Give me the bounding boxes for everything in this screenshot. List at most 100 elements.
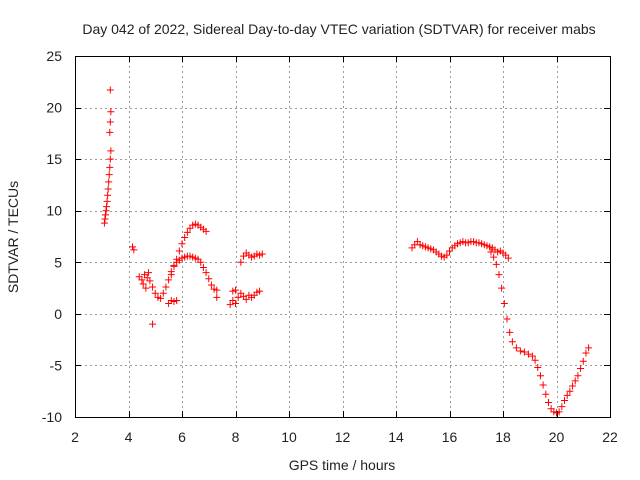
data-point (558, 403, 566, 411)
data-point (107, 147, 115, 155)
data-point (443, 251, 451, 259)
data-point (103, 197, 111, 205)
y-tick-label: 0 (54, 306, 62, 322)
data-point (256, 287, 264, 295)
x-tick-label: 14 (388, 429, 404, 445)
data-point (103, 203, 111, 211)
x-tick-label: 6 (178, 429, 186, 445)
data-point (104, 185, 112, 193)
data-point (138, 276, 146, 284)
data-point (162, 283, 170, 291)
data-point (237, 258, 245, 266)
data-point (129, 243, 137, 251)
data-point (503, 315, 511, 323)
data-point (536, 372, 544, 380)
y-tick-label: 20 (46, 100, 62, 116)
data-point (508, 338, 516, 346)
data-point (207, 281, 215, 289)
data-point (101, 215, 109, 223)
data-point (145, 269, 153, 277)
data-point (130, 246, 138, 254)
data-point (539, 381, 547, 389)
data-point (149, 320, 157, 328)
data-point (106, 128, 114, 136)
data-point (151, 289, 159, 297)
grid (75, 56, 610, 417)
data-point (157, 294, 165, 302)
data-point (561, 396, 569, 404)
data-point (495, 271, 503, 279)
data-point (105, 171, 113, 179)
data-point (504, 254, 512, 262)
data-point (159, 289, 167, 297)
x-tick-labels: 2 4 6 8 10 12 14 16 18 20 22 (71, 429, 618, 445)
x-axis-title: GPS time / hours (289, 457, 396, 473)
data-point (165, 276, 173, 284)
x-tick-label: 8 (232, 429, 240, 445)
x-tick-label: 2 (71, 429, 79, 445)
data-point (542, 390, 550, 398)
data-point (571, 377, 579, 385)
data-point (506, 328, 514, 336)
y-tick-label: -10 (42, 409, 62, 425)
y-tick-label: 10 (46, 203, 62, 219)
data-point (569, 382, 577, 390)
data-point (167, 271, 175, 279)
data-point (175, 247, 183, 255)
data-point (585, 344, 593, 352)
data-point (563, 391, 571, 399)
data-point (199, 263, 207, 271)
data-point (101, 211, 109, 219)
y-tick-label: 15 (46, 151, 62, 167)
data-point (574, 372, 582, 380)
data-point (178, 240, 186, 248)
data-point (500, 300, 508, 308)
data-point (492, 260, 500, 268)
data-point (173, 255, 181, 263)
data-point (106, 163, 114, 171)
data-point (582, 349, 590, 357)
x-tick-label: 20 (549, 429, 565, 445)
y-axis-title: SDTVAR / TECUs (5, 181, 21, 293)
data-point (512, 344, 520, 352)
data-point (181, 234, 189, 242)
x-tick-label: 22 (602, 429, 618, 445)
x-tick-label: 12 (335, 429, 351, 445)
data-point (498, 284, 506, 292)
data-points (100, 86, 593, 417)
y-tick-labels: -10 -5 0 5 10 15 20 25 (42, 48, 62, 425)
data-point (234, 293, 242, 301)
data-point (106, 118, 114, 126)
data-point (566, 387, 574, 395)
data-point (490, 253, 498, 261)
data-point (520, 348, 528, 356)
data-point (242, 295, 250, 303)
data-point (528, 352, 536, 360)
y-tick-label: 5 (54, 254, 62, 270)
data-point (524, 350, 532, 358)
data-point (197, 258, 205, 266)
data-point (139, 280, 147, 288)
data-point (487, 248, 495, 256)
data-point (104, 191, 112, 199)
data-point (579, 357, 587, 365)
data-point (555, 408, 563, 416)
data-point (226, 301, 234, 309)
chart-title: Day 042 of 2022, Sidereal Day-to-day VTE… (82, 21, 595, 37)
data-point (516, 347, 524, 355)
data-point (106, 155, 114, 163)
x-tick-label: 4 (125, 429, 133, 445)
data-point (102, 207, 110, 215)
data-point (232, 300, 239, 308)
data-point (213, 293, 221, 301)
data-point (105, 178, 113, 186)
axis-ticks (75, 56, 611, 418)
data-point (149, 283, 157, 291)
data-point (170, 262, 178, 270)
y-tick-label: 25 (46, 48, 62, 64)
data-point (534, 363, 542, 371)
x-tick-label: 16 (442, 429, 458, 445)
data-point (107, 108, 115, 116)
data-point (173, 296, 181, 304)
